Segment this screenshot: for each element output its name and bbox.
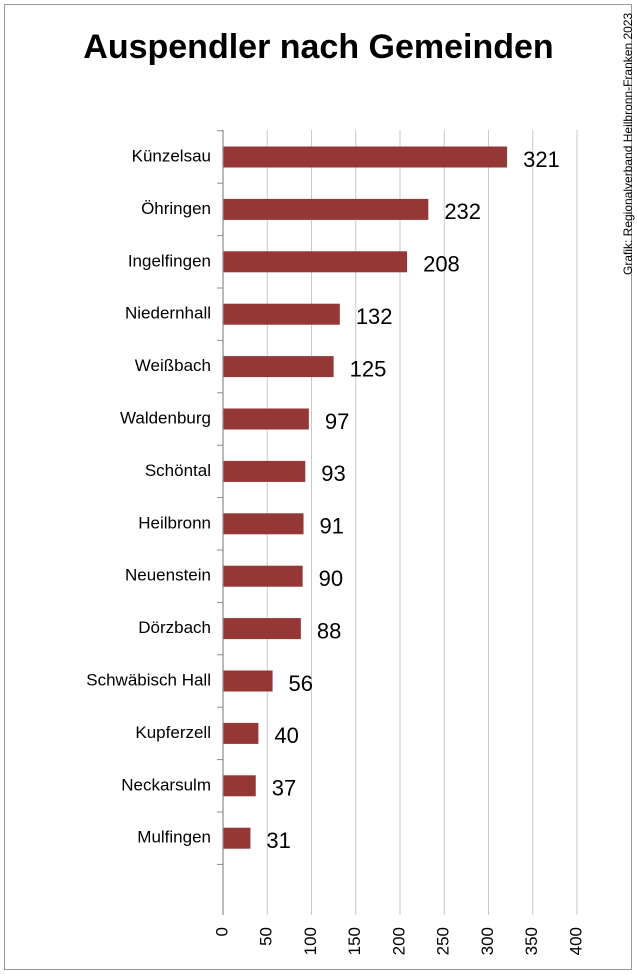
value-label-3: 132 xyxy=(356,304,393,329)
bar-4 xyxy=(223,356,334,378)
value-label-9: 88 xyxy=(317,618,341,643)
bar-6 xyxy=(223,460,306,482)
value-label-12: 37 xyxy=(272,776,296,801)
category-label-1: Öhringen xyxy=(141,199,211,218)
label-layer: 0 50 100 150 200 250 300 350 400 Künzelsau 321 Öhri… xyxy=(86,146,585,955)
value-label-10: 56 xyxy=(289,671,313,696)
bar-11 xyxy=(223,722,259,744)
bar-1 xyxy=(223,198,429,220)
grid-layer xyxy=(266,130,578,915)
category-label-9: Dörzbach xyxy=(138,618,211,637)
value-label-8: 90 xyxy=(319,566,343,591)
category-label-5: Waldenburg xyxy=(120,408,211,427)
category-label-10: Schwäbisch Hall xyxy=(86,670,211,689)
bar-10 xyxy=(223,670,273,692)
bar-3 xyxy=(223,303,340,325)
bar-13 xyxy=(223,827,251,849)
bar-12 xyxy=(223,775,256,797)
category-label-6: Schöntal xyxy=(145,461,211,480)
x-tick-label-350: 350 xyxy=(522,927,541,955)
bar-layer xyxy=(223,146,508,849)
bar-8 xyxy=(223,565,303,587)
category-label-11: Kupferzell xyxy=(135,723,211,742)
category-label-0: Künzelsau xyxy=(132,146,211,165)
bar-7 xyxy=(223,513,304,535)
x-tick-label-400: 400 xyxy=(566,927,585,955)
category-label-4: Weißbach xyxy=(135,356,211,375)
value-label-13: 31 xyxy=(266,828,290,853)
bar-5 xyxy=(223,408,309,430)
value-label-1: 232 xyxy=(444,199,481,224)
x-tick-label-150: 150 xyxy=(345,927,364,955)
value-label-11: 40 xyxy=(274,723,298,748)
value-label-5: 97 xyxy=(325,409,349,434)
value-label-7: 91 xyxy=(320,514,344,539)
chart-title: Auspendler nach Gemeinden xyxy=(83,28,554,66)
value-label-0: 321 xyxy=(523,147,560,172)
x-tick-label-250: 250 xyxy=(434,927,453,955)
category-label-12: Neckarsulm xyxy=(121,775,211,794)
bar-9 xyxy=(223,618,301,640)
x-tick-label-0: 0 xyxy=(212,927,231,936)
x-tick-label-50: 50 xyxy=(257,927,276,946)
x-tick-label-200: 200 xyxy=(389,927,408,955)
value-label-2: 208 xyxy=(423,252,460,277)
value-label-6: 93 xyxy=(321,461,345,486)
category-label-3: Niedernhall xyxy=(125,304,211,323)
category-label-7: Heilbronn xyxy=(138,513,211,532)
axis-layer xyxy=(217,130,224,915)
value-label-4: 125 xyxy=(350,356,387,381)
x-tick-label-300: 300 xyxy=(478,927,497,955)
category-label-2: Ingelfingen xyxy=(128,251,211,270)
bar-2 xyxy=(223,251,408,273)
category-label-8: Neuenstein xyxy=(125,566,211,585)
bar-0 xyxy=(223,146,508,168)
category-label-13: Mulfingen xyxy=(137,828,211,847)
x-tick-label-100: 100 xyxy=(301,927,320,955)
